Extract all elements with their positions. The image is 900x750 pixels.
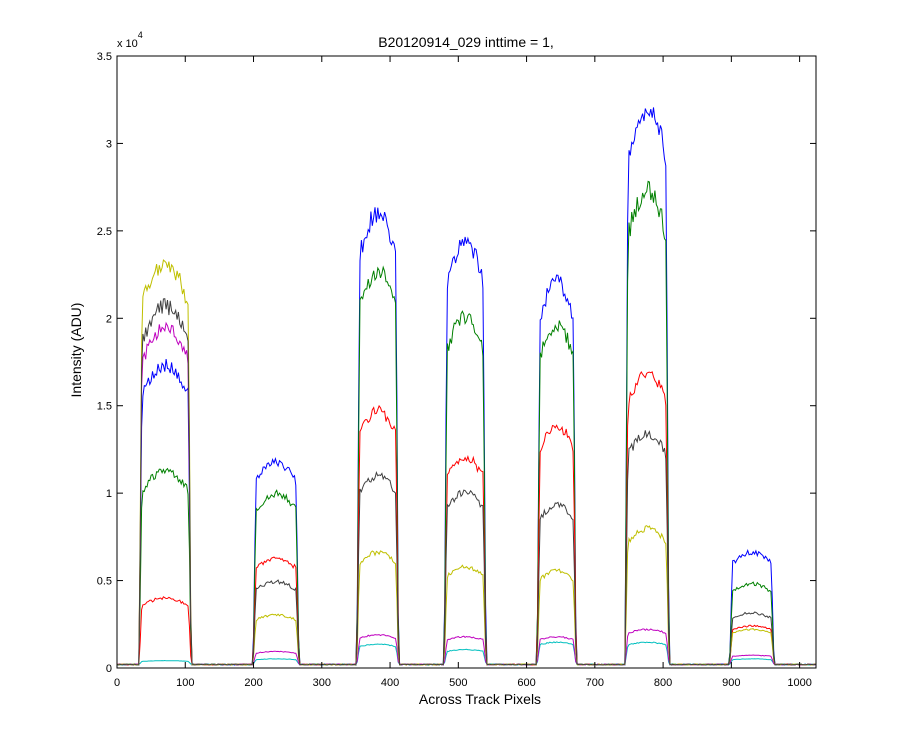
series-layer (116, 107, 817, 666)
y-tick-label: 2.5 (97, 226, 112, 238)
y-tick-label: 3.5 (97, 51, 112, 63)
y-tick-label: 0.5 (97, 576, 112, 588)
x-tick-label: 700 (586, 677, 604, 689)
y-axis-multiplier: x 104 (117, 30, 143, 50)
x-tick-label: 100 (176, 677, 194, 689)
x-tick-label: 1000 (787, 677, 811, 689)
y-tick-label: 1 (106, 488, 112, 500)
x-tick-label: 600 (517, 677, 535, 689)
y-axis-multiplier-base: x 10 (117, 38, 138, 50)
y-tick-label: 2 (106, 313, 112, 325)
plot-area (117, 56, 816, 668)
x-axis-title: Across Track Pixels (419, 691, 541, 707)
x-tick-label: 0 (114, 677, 120, 689)
y-axis-title: Intensity (ADU) (68, 303, 84, 398)
series-line-7 (116, 298, 817, 666)
y-axis-multiplier-exponent: 4 (138, 30, 143, 40)
x-tick-label: 200 (244, 677, 262, 689)
chart-title: B20120914_029 inttime = 1, (378, 34, 554, 50)
y-tick-label: 0 (106, 663, 112, 675)
x-axis-ticks: 0 100 200 300 400 500 600 700 800 900 1000 (114, 56, 812, 689)
x-tick-label: 400 (381, 677, 399, 689)
y-tick-label: 3 (106, 138, 112, 150)
x-tick-label: 300 (313, 677, 331, 689)
x-tick-label: 900 (722, 677, 740, 689)
x-tick-label: 500 (449, 677, 467, 689)
y-axis-ticks: 0 0.5 1 1.5 2 2.5 3 3.5 (97, 51, 816, 675)
x-tick-label: 800 (654, 677, 672, 689)
axes-box (116, 55, 817, 669)
y-tick-label: 1.5 (97, 401, 112, 413)
